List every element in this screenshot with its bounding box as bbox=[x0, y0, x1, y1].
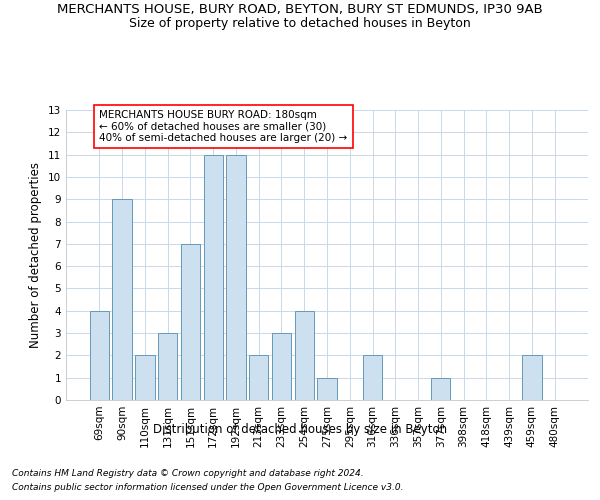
Bar bbox=[431, 378, 451, 400]
Bar bbox=[181, 244, 200, 400]
Y-axis label: Number of detached properties: Number of detached properties bbox=[29, 162, 43, 348]
Bar bbox=[158, 333, 178, 400]
Bar bbox=[363, 356, 382, 400]
Text: Size of property relative to detached houses in Beyton: Size of property relative to detached ho… bbox=[129, 18, 471, 30]
Bar bbox=[295, 311, 314, 400]
Bar bbox=[522, 356, 542, 400]
Bar bbox=[226, 154, 245, 400]
Bar bbox=[203, 154, 223, 400]
Bar bbox=[112, 199, 132, 400]
Text: MERCHANTS HOUSE, BURY ROAD, BEYTON, BURY ST EDMUNDS, IP30 9AB: MERCHANTS HOUSE, BURY ROAD, BEYTON, BURY… bbox=[57, 2, 543, 16]
Text: MERCHANTS HOUSE BURY ROAD: 180sqm
← 60% of detached houses are smaller (30)
40% : MERCHANTS HOUSE BURY ROAD: 180sqm ← 60% … bbox=[100, 110, 347, 143]
Text: Contains public sector information licensed under the Open Government Licence v3: Contains public sector information licen… bbox=[12, 484, 404, 492]
Bar bbox=[90, 311, 109, 400]
Bar bbox=[249, 356, 268, 400]
Text: Contains HM Land Registry data © Crown copyright and database right 2024.: Contains HM Land Registry data © Crown c… bbox=[12, 468, 364, 477]
Text: Distribution of detached houses by size in Beyton: Distribution of detached houses by size … bbox=[153, 422, 447, 436]
Bar bbox=[317, 378, 337, 400]
Bar bbox=[272, 333, 291, 400]
Bar bbox=[135, 356, 155, 400]
